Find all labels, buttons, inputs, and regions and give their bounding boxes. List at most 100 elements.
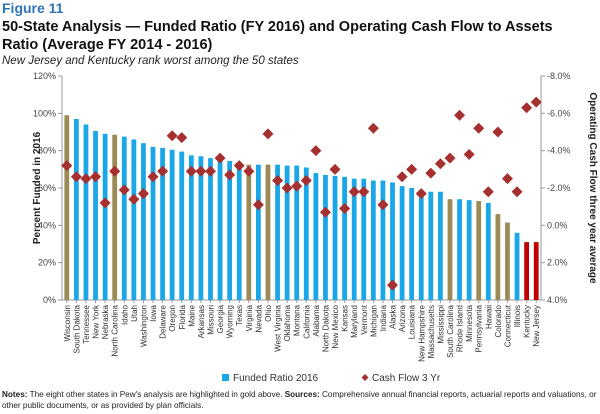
sources-label: Sources: [284, 390, 320, 399]
bar-funded-indiana [380, 180, 386, 300]
right-tick-label: -8.0% [547, 71, 571, 81]
x-tick-label: South Dakota [72, 304, 81, 353]
diamond-cash-flow-massachusetts [425, 167, 437, 179]
diamond-cash-flow-nebraska [99, 197, 111, 209]
bar-funded-wyoming [227, 160, 233, 300]
diamond-cash-flow-kansas [339, 203, 351, 215]
right-ticks: 4.0% 2.0% 0.0% -2.0% -4.0% -6.0% -8.0% [541, 71, 571, 305]
bar-funded-south-carolina [447, 199, 453, 300]
bar-funded-utah [131, 139, 137, 300]
diamond-cash-flow-idaho [118, 184, 130, 196]
bar-funded-massachusetts [428, 191, 434, 300]
x-tick-label: Louisiana [408, 304, 417, 339]
bar-funded-florida [179, 151, 185, 300]
cash-flow-markers [61, 96, 542, 291]
x-tick-label: Illinois [513, 305, 522, 327]
diamond-cash-flow-south-carolina [444, 152, 456, 164]
diamond-cash-flow-north-dakota [319, 206, 331, 218]
bar-funded-colorado [495, 214, 501, 300]
bar-funded-new-hampshire [418, 189, 424, 300]
diamond-cash-flow-nevada [252, 199, 264, 211]
left-tick-label: 40% [38, 220, 56, 230]
bar-funded-alaska [390, 182, 395, 300]
bar-funded-california [303, 167, 309, 300]
bar-funded-new-jersey [533, 242, 539, 300]
diamond-cash-flow-arkansas [195, 165, 207, 177]
diamond-cash-flow-tennessee [80, 173, 92, 185]
x-tick-label: Kansas [341, 305, 350, 332]
bar-funded-louisiana [409, 188, 415, 300]
diamond-cash-flow-alaska [387, 279, 399, 291]
left-tick-label: 80% [38, 146, 56, 156]
diamond-cash-flow-washington [137, 188, 149, 200]
diamond-cash-flow-iowa [147, 171, 159, 183]
left-tick-label: 20% [38, 258, 56, 268]
bar-funded-illinois [514, 232, 520, 300]
legend-funded-swatch [222, 374, 229, 381]
bar-funded-ohio [265, 164, 271, 300]
diamond-cash-flow-minnesota [463, 148, 475, 160]
bar-funded-vermont [361, 178, 367, 300]
bar-funded-georgia [217, 159, 223, 300]
diamond-cash-flow-oregon [166, 130, 178, 142]
bar-funded-rhode-island [457, 199, 462, 300]
y2-axis-title: Operating Cash Flow three year average [587, 92, 598, 284]
x-tick-label: Mississippi [436, 305, 445, 344]
bar-funded-minnesota [466, 200, 472, 300]
bar-funded-kansas [342, 176, 348, 300]
x-tick-label: Delaware [159, 304, 168, 338]
diamond-cash-flow-missouri [204, 165, 216, 177]
bar-funded-connecticut [505, 222, 510, 300]
x-tick-label: North Carolina [111, 304, 120, 356]
x-tick-label: Ohio [264, 304, 273, 321]
x-tick-label: Kentucky [523, 305, 532, 338]
chart-subtitle: New Jersey and Kentucky rank worst among… [2, 55, 299, 67]
legend: Funded Ratio 2016 Cash Flow 3 Yr [222, 373, 441, 384]
x-tick-label: Alaska [389, 304, 398, 329]
diamond-cash-flow-colorado [492, 126, 504, 138]
bar-funded-missouri [208, 158, 213, 300]
bars [64, 115, 539, 301]
bar-funded-nevada [255, 164, 261, 300]
bar-funded-nebraska [102, 133, 108, 300]
legend-cash-flow-label: Cash Flow 3 Yr [372, 373, 441, 384]
x-tick-label: Idaho [120, 304, 129, 325]
bar-funded-iowa [150, 146, 156, 300]
diamond-cash-flow-vermont [358, 186, 370, 198]
bar-funded-hawaii [485, 202, 491, 300]
right-tick-label: 2.0% [547, 258, 568, 268]
bar-funded-north-dakota [323, 174, 328, 300]
diamond-cash-flow-rhode-island [454, 109, 466, 121]
right-tick-label: -2.0% [547, 183, 571, 193]
diamond-cash-flow-wisconsin [61, 160, 73, 172]
bar-funded-virginia [246, 164, 252, 300]
x-tick-label: Wyoming [226, 305, 235, 338]
diamond-cash-flow-delaware [157, 165, 169, 177]
bar-funded-oklahoma [284, 165, 290, 300]
bar-funded-washington [141, 143, 146, 300]
bar-funded-maryland [351, 178, 357, 300]
x-tick-label: Colorado [494, 304, 503, 337]
x-tick-label: Washington [139, 305, 148, 347]
diamond-cash-flow-arizona [396, 171, 408, 183]
x-tick-label: Pennsylvania [475, 304, 484, 352]
x-tick-label: New Jersey [532, 305, 541, 347]
bar-funded-michigan [370, 180, 376, 300]
right-tick-label: -4.0% [547, 146, 571, 156]
bar-funded-pennsylvania [476, 201, 482, 300]
x-tick-label: Rhode Island [456, 305, 465, 352]
x-tick-label: Nebraska [101, 304, 110, 339]
x-tick-label: Massachusetts [427, 305, 436, 358]
x-tick-label: Maine [187, 304, 196, 326]
x-tick-label: Wisconsin [63, 305, 72, 341]
diamond-cash-flow-ohio [262, 128, 274, 140]
x-tick-label: New Mexico [331, 304, 340, 348]
x-tick-label: Michigan [369, 305, 378, 337]
left-tick-label: 100% [33, 108, 56, 118]
diamond-cash-flow-kentucky [521, 102, 533, 114]
x-tick-label: Tennessee [82, 304, 91, 343]
diamond-cash-flow-west-virginia [272, 175, 284, 187]
bar-funded-oregon [169, 149, 175, 300]
bar-funded-arizona [399, 186, 405, 300]
